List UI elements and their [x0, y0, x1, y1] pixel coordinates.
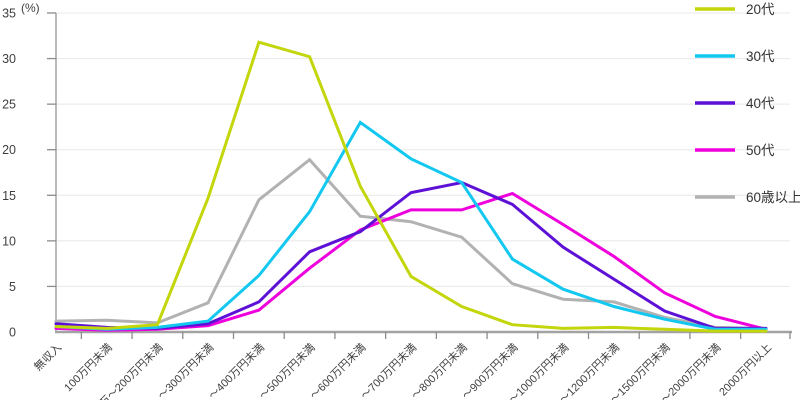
series-line-60s-plus	[54, 157, 768, 330]
x-axis-label: 無収入	[31, 340, 64, 373]
y-axis-label: 10	[2, 234, 16, 248]
y-axis-unit-label: (%)	[21, 1, 40, 15]
legend-item-50s: 50代	[695, 143, 775, 158]
legend-label-30s: 30代	[746, 49, 775, 64]
y-axis-label: 0	[9, 326, 16, 340]
series-lines	[54, 40, 768, 333]
y-axis-label: 15	[2, 189, 16, 203]
legend-item-20s: 20代	[695, 2, 775, 17]
legend-item-30s: 30代	[695, 49, 775, 64]
y-axis-label: 20	[2, 143, 16, 157]
legend-label-40s: 40代	[746, 96, 775, 111]
x-axis: 無収入100万円未満100万～200万円未満～300万円未満～400万円未満～5…	[31, 332, 791, 400]
axes	[55, 13, 792, 334]
legend-item-40s: 40代	[695, 96, 775, 111]
legend: 20代 30代 40代 50代 60歳以上	[695, 2, 800, 205]
x-axis-label: 100万円未満	[62, 341, 115, 394]
y-axis-label: 30	[2, 52, 16, 66]
x-axis-label: 100万～200万円未満	[84, 341, 166, 400]
y-axis: 0 5 10 15 20 25 30 35 (%)	[2, 1, 56, 340]
legend-label-60s-plus: 60歳以上	[746, 190, 800, 205]
y-axis-label: 25	[2, 98, 16, 112]
legend-label-50s: 50代	[746, 143, 775, 158]
x-axis-label: 2000万円以上	[717, 341, 775, 399]
series-line-20s	[54, 40, 768, 333]
y-axis-label: 35	[2, 7, 16, 21]
gridlines	[56, 12, 790, 287]
legend-label-20s: 20代	[746, 2, 775, 17]
y-axis-label: 5	[9, 280, 16, 294]
legend-item-60s-plus: 60歳以上	[695, 190, 800, 205]
series-line-40s	[54, 180, 768, 330]
series-line-30s	[54, 120, 768, 331]
